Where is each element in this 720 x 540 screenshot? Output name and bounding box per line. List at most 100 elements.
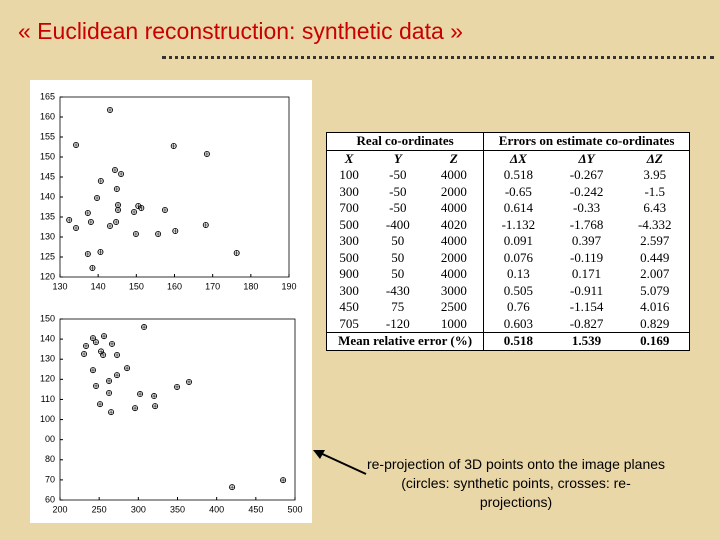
point — [92, 339, 99, 346]
cell: 100 — [339, 167, 359, 182]
cell: -1.132 — [483, 216, 553, 233]
y-tick-label: 60 — [45, 494, 55, 504]
cell: 2.007 — [640, 266, 670, 281]
y-tick-label: 120 — [40, 271, 55, 281]
point-cross — [186, 379, 192, 385]
cell: -0.911 — [569, 282, 604, 298]
point-cross — [114, 352, 120, 358]
point — [115, 206, 122, 213]
cell: -400 — [385, 216, 410, 232]
y-tick-label: 125 — [40, 251, 55, 261]
point-cross — [141, 324, 147, 330]
point — [118, 170, 125, 177]
column-header: ΔX — [483, 150, 553, 167]
caption: re-projection of 3D points onto the imag… — [366, 456, 666, 510]
cell: 50 — [391, 233, 405, 248]
cell: -1.768 — [569, 216, 604, 232]
footer-row: Mean relative error (%) 0.518 1.539 0.169 — [326, 332, 690, 350]
y-tick-label: 150 — [40, 313, 55, 323]
cell: -0.827 — [569, 315, 604, 331]
point-cross — [132, 405, 138, 411]
cell: 4.016 — [640, 299, 670, 314]
x-tick-label: 130 — [52, 281, 67, 291]
cell: 0.76 — [483, 299, 553, 316]
error-table: Real co-ordinates Errors on estimate co-o… — [326, 132, 690, 351]
column-header: ΔY — [578, 150, 595, 166]
point — [155, 230, 162, 237]
y-tick-label: 145 — [40, 171, 55, 181]
x-tick-label: 150 — [129, 281, 144, 291]
y-tick-label: 120 — [40, 374, 55, 384]
x-tick-label: 140 — [91, 281, 106, 291]
cell: 0.603 — [483, 315, 553, 333]
point-cross — [107, 223, 113, 229]
cell: -0.33 — [573, 200, 601, 215]
footer-value: 0.169 — [620, 332, 690, 350]
point-cross — [88, 219, 94, 225]
point-cross — [109, 341, 115, 347]
cell: -120 — [385, 315, 410, 331]
cell: -50 — [389, 167, 407, 182]
cell: 450 — [339, 299, 359, 314]
point-cross — [115, 207, 121, 213]
point-cross — [85, 251, 91, 257]
cell: 75 — [391, 299, 405, 314]
point-cross — [73, 225, 79, 231]
arrow-head — [313, 450, 325, 459]
table-row: 705 -120 1000 0.603 -0.827 0.829 — [327, 315, 690, 333]
point-cross — [106, 390, 112, 396]
table-row: 500 -400 4020 -1.132 -1.768 -4.332 — [327, 216, 690, 233]
point — [111, 166, 118, 173]
point — [97, 248, 104, 255]
point — [174, 383, 181, 390]
y-tick-label: 80 — [45, 454, 55, 464]
cell: 500 — [339, 216, 359, 232]
cell: 700 — [339, 200, 359, 215]
point — [73, 224, 80, 231]
point — [132, 230, 139, 237]
x-tick-label: 400 — [209, 504, 224, 514]
point — [106, 390, 113, 397]
group-header: Real co-ordinates — [326, 132, 484, 151]
header-row: Real co-ordinates Errors on estimate co-o… — [326, 132, 690, 151]
point — [97, 177, 104, 184]
point — [132, 405, 139, 412]
cell: -0.65 — [483, 183, 553, 200]
cell: 0.13 — [483, 266, 553, 283]
table-row: 900 50 4000 0.13 0.171 2.007 — [327, 266, 690, 283]
point-cross — [124, 365, 130, 371]
cell: 4000 — [440, 233, 467, 248]
point-cross — [138, 205, 144, 211]
point — [203, 150, 210, 157]
point — [161, 206, 168, 213]
point-cross — [100, 352, 106, 358]
cell: 4000 — [440, 167, 467, 182]
cell: 4020 — [440, 216, 467, 232]
point — [170, 142, 177, 149]
cell: 0.171 — [571, 266, 602, 281]
cell: 500 — [339, 249, 359, 265]
y-tick-label: 110 — [41, 394, 55, 404]
y-tick-label: 140 — [40, 333, 55, 343]
cell: -430 — [385, 282, 410, 298]
y-tick-label: 130 — [40, 354, 55, 364]
cell: 5.079 — [640, 282, 670, 298]
point-cross — [115, 202, 121, 208]
point-cross — [131, 209, 137, 215]
cell: -0.119 — [569, 249, 604, 265]
point-cross — [101, 333, 107, 339]
point — [101, 333, 108, 340]
footer-label: Mean relative error (%) — [326, 332, 484, 350]
point-cross — [93, 383, 99, 389]
cell: 0.829 — [640, 315, 670, 331]
cell: 2000 — [440, 249, 467, 265]
point-cross — [107, 107, 113, 113]
cell: 2000 — [440, 183, 467, 199]
point — [114, 372, 121, 379]
point-cross — [204, 151, 210, 157]
x-tick-label: 350 — [170, 504, 185, 514]
x-tick-label: 500 — [287, 504, 302, 514]
x-tick-label: 160 — [167, 281, 182, 291]
